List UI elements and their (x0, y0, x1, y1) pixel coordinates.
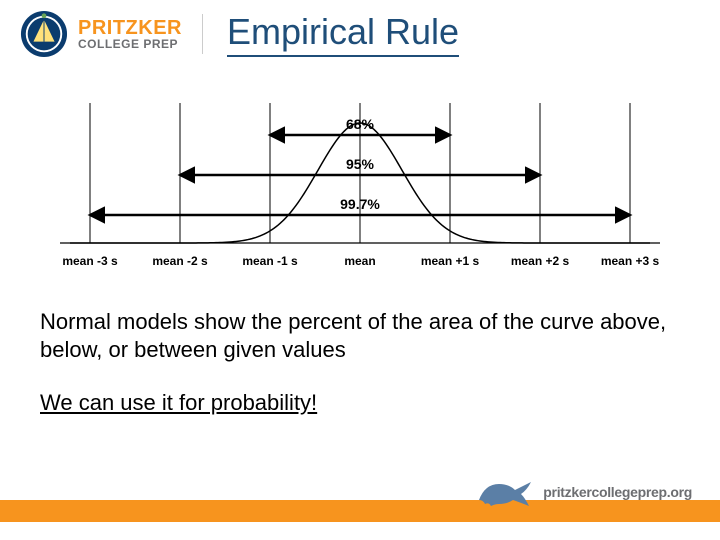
svg-text:99.7%: 99.7% (340, 196, 380, 212)
svg-text:mean -2 s: mean -2 s (152, 254, 208, 268)
svg-text:mean +1 s: mean +1 s (421, 254, 480, 268)
brand-subtitle: COLLEGE PREP (78, 38, 182, 50)
svg-text:68%: 68% (346, 116, 375, 132)
svg-text:mean +3 s: mean +3 s (601, 254, 660, 268)
svg-text:mean: mean (344, 254, 375, 268)
slide-header: PRITZKER COLLEGE PREP Empirical Rule (0, 0, 720, 63)
footer-branding: pritzkercollegeprep.org (475, 474, 692, 510)
school-wordmark: PRITZKER COLLEGE PREP (78, 18, 182, 50)
footer-url: pritzkercollegeprep.org (543, 484, 692, 500)
body-paragraph-2: We can use it for probability! (0, 363, 720, 417)
svg-text:95%: 95% (346, 156, 375, 172)
panther-icon (475, 474, 535, 510)
svg-text:mean +2 s: mean +2 s (511, 254, 570, 268)
header-divider (202, 14, 203, 54)
brand-name: PRITZKER (78, 18, 182, 38)
slide-title: Empirical Rule (227, 11, 459, 57)
svg-text:mean -3 s: mean -3 s (62, 254, 118, 268)
normal-curve-svg: 68% 95% 99.7% mean -3 s mean -2 s mean -1 s me… (50, 73, 670, 283)
empirical-rule-chart: 68% 95% 99.7% mean -3 s mean -2 s mean -1 s me… (50, 73, 670, 288)
school-seal-icon (20, 10, 68, 58)
svg-text:mean -1 s: mean -1 s (242, 254, 298, 268)
body-paragraph-1: Normal models show the percent of the ar… (0, 288, 720, 363)
